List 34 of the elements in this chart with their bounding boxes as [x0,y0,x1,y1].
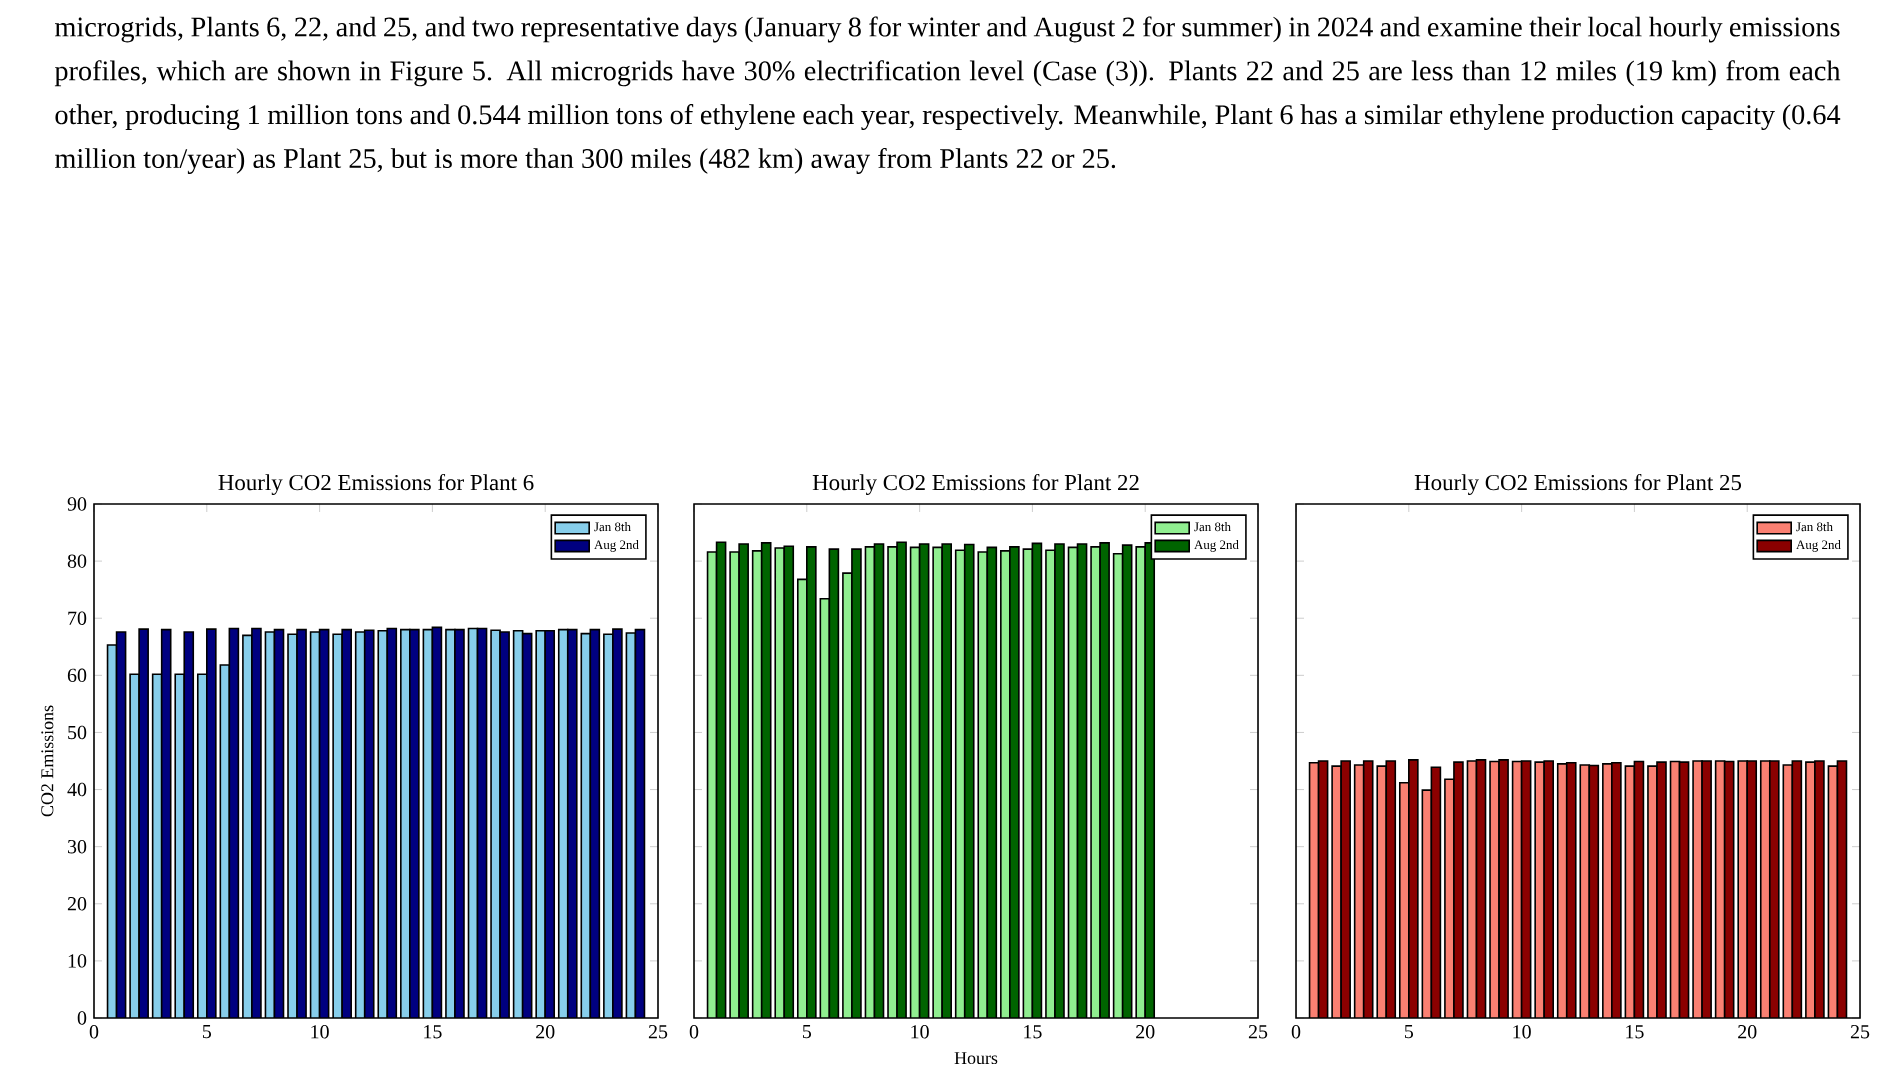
y-tick-label: 90 [67,497,87,511]
x-tick-label: 10 [311,1025,329,1039]
x-tick-label: 20 [1738,1025,1757,1039]
y-tick-label: 60 [67,668,87,683]
y-tick-label: 70 [68,611,87,625]
chart-title: Hourly CO2 Emissions for Plant 22 [812,473,1139,495]
x-tick-label: 25 [648,1025,668,1039]
x-tick-label: 5 [202,1025,212,1039]
x-tick-label: 5 [1404,1025,1414,1039]
y-tick-label: 80 [67,554,87,568]
x-tick-label: 10 [911,1025,929,1039]
y-axis-title: CO2 Emissions [41,705,54,817]
y-tick-label: 30 [68,839,87,854]
y-tick-label: 50 [68,725,87,740]
x-tick-label: 20 [1136,1025,1155,1039]
chart-title: Hourly CO2 Emissions for Plant 25 [1414,473,1742,495]
x-tick-label: 25 [1248,1025,1268,1039]
x-tick-label: 15 [1024,1025,1042,1039]
x-axis-title: Hours [954,1052,998,1065]
y-tick-label: 10 [68,954,87,968]
x-tick-label: 10 [1513,1025,1531,1039]
y-tick-label: 0 [77,1011,87,1025]
x-tick-label: 25 [1850,1025,1870,1039]
x-tick-label: 0 [89,1025,99,1039]
x-tick-label: 15 [424,1025,442,1039]
x-tick-label: 15 [1626,1025,1644,1039]
chart-title: Hourly CO2 Emissions for Plant 6 [218,473,534,495]
x-tick-label: 0 [689,1025,699,1039]
y-tick-label: 40 [67,782,87,797]
x-tick-label: 20 [536,1025,555,1039]
x-tick-label: 5 [802,1025,812,1039]
x-tick-label: 0 [1291,1025,1301,1039]
y-tick-label: 20 [67,897,87,911]
text: microgrids, Plants 6, 22, and 25, and two representative days (January 8 for winter and August 2 for summer) in 2024 and examine their local hourly emissions profiles, which are shown in Figure 5. All microgrids have 30% electrification level (Case (3)). Plants 22 and 25 are less than 12 miles (19 km) from each other, producing 1 million tons and 0.544 million tons of ethylene each year, respectively. Meanwhile, Plant 6 has a similar ethylene production capacity (0.64 million ton/year) as Plant 25, but is more than 300 miles (482 km) away from Plants 22 or 25. [54,16,1841,174]
